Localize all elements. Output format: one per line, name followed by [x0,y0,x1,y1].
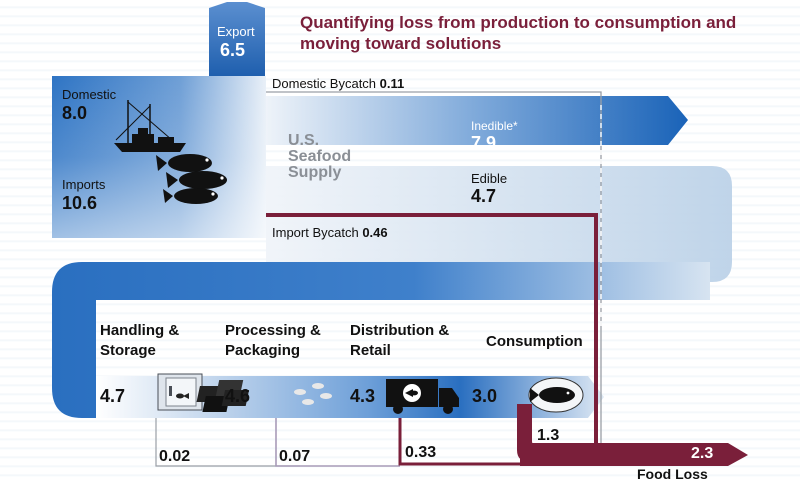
processing-loss-value: 0.07 [279,448,311,465]
stage-processing-value: 4.6 [225,386,251,406]
fishing-boat-icon [114,100,186,152]
stage-handling-heading-2: Storage [100,342,156,359]
delivery-truck-icon [386,379,459,414]
imports-value: 10.6 [62,193,98,213]
stage-handling-heading-1: Handling & [100,322,180,339]
stage-distribution-heading-1: Distribution & [350,322,450,339]
food-loss-value: 2.3 [691,445,714,462]
domestic-bycatch-text: Domestic Bycatch 0.11 [272,77,404,91]
consumption-loss-value: 1.3 [537,427,560,444]
domestic-value: 8.0 [62,103,88,123]
export-value: 6.5 [220,40,246,60]
stage-distribution-value: 4.3 [350,386,376,406]
domestic-bycatch-label: Domestic Bycatch [272,76,377,91]
fish-plate-icon [528,377,584,413]
edible-return-flow [52,262,710,418]
inedible-value: 7.9 [471,133,497,153]
edible-value: 4.7 [471,186,497,206]
import-bycatch-text: Import Bycatch 0.46 [272,226,388,240]
domestic-label: Domestic [62,87,117,102]
supply-label-2: Seafood [288,148,352,165]
stage-consumption-value: 3.0 [472,386,498,406]
diagram-title: Quantifying loss from production to cons… [300,13,737,54]
refrigerator-icon [157,373,203,411]
import-bycatch-line [266,213,598,444]
inedible-flow [266,96,688,145]
edible-label: Edible [471,171,508,186]
supply-label-3: Supply [288,164,342,181]
distribution-loss-line [398,418,560,466]
handling-loss-value: 0.02 [159,448,191,465]
domestic-bycatch-line [266,91,602,444]
handling-loss-line [155,418,300,467]
imports-label: Imports [62,177,106,192]
packaged-fish-icon [196,380,332,412]
food-loss-arrow [520,443,748,466]
processing-loss-line [275,418,400,467]
export-label: Export [217,24,255,39]
food-loss-label: Food Loss [637,466,708,482]
supply-label-1: U.S. [288,132,320,149]
fish-icon [156,154,227,204]
import-bycatch-value: 0.46 [362,225,388,240]
distribution-loss-value: 0.33 [405,444,437,461]
stage-processing-heading-1: Processing & [225,322,321,339]
inedible-label: Inedible* [471,119,518,133]
stage-handling-value: 4.7 [100,386,126,406]
import-bycatch-label: Import Bycatch [272,225,359,240]
export-flow [209,2,265,76]
stage-consumption-heading: Consumption [486,333,583,350]
stage-processing-heading-2: Packaging [225,342,301,359]
domestic-bycatch-value: 0.11 [379,76,405,91]
edible-flow [266,166,732,282]
stage-distribution-heading-2: Retail [350,342,391,359]
